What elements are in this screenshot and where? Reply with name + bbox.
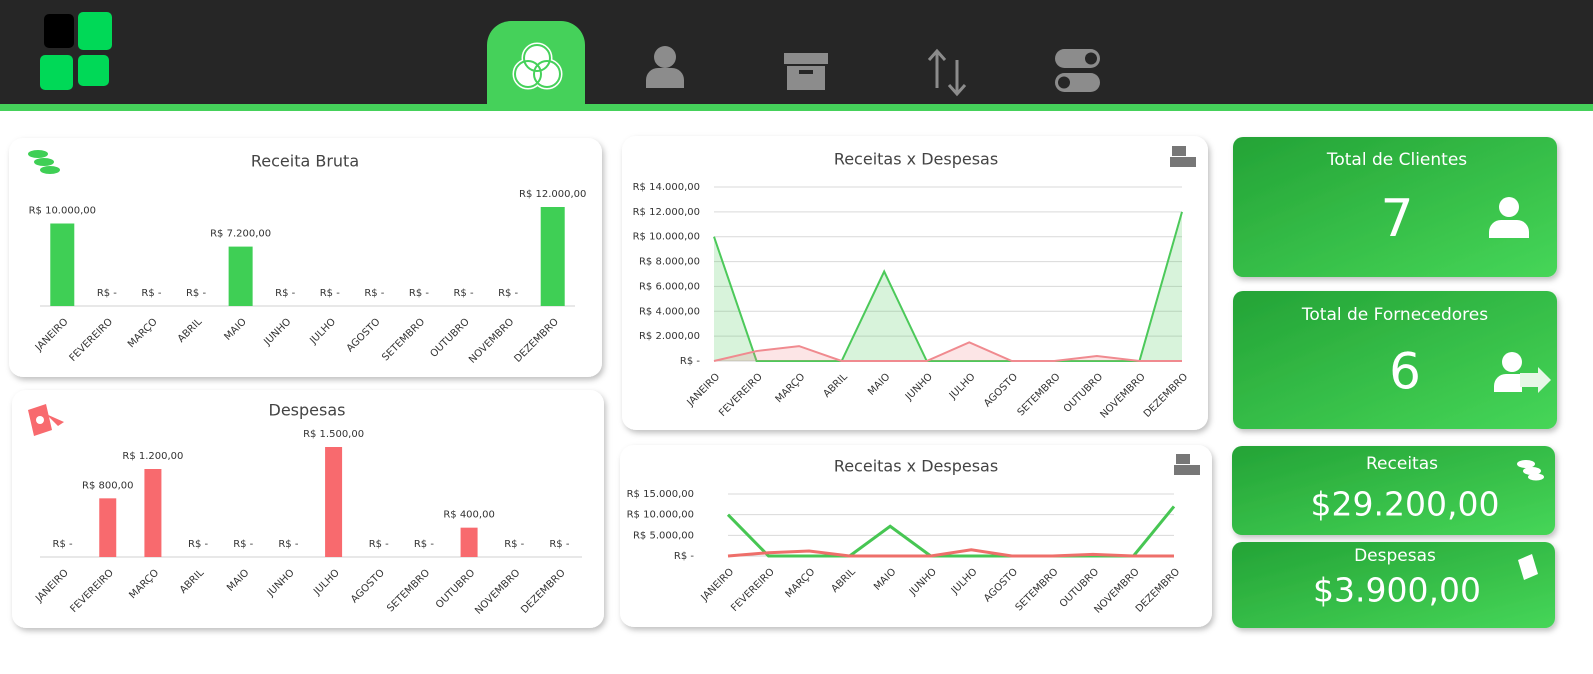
y-tick-label: R$ 10.000,00 (627, 510, 694, 521)
data-label: R$ - (320, 288, 340, 299)
data-label: R$ - (141, 288, 161, 299)
data-label: R$ 1.200,00 (122, 451, 183, 462)
bar (228, 246, 253, 306)
line (727, 548, 1174, 558)
y-tick-label: R$ 4.000,00 (639, 306, 700, 317)
coins-icon (28, 150, 60, 174)
data-label: R$ - (504, 539, 524, 550)
y-tick-label: R$ 12.000,00 (633, 207, 700, 218)
chart-title: Receitas x Despesas (834, 457, 998, 476)
data-label: R$ - (188, 539, 208, 550)
y-tick-label: R$ 8.000,00 (639, 257, 700, 268)
logo (40, 12, 112, 90)
data-label: R$ - (453, 288, 473, 299)
kpi-value: $3.900,00 (1313, 571, 1481, 610)
y-tick-label: R$ 14.000,00 (633, 182, 700, 193)
y-tick-label: R$ 10.000,00 (633, 232, 700, 243)
data-label: R$ 10.000,00 (29, 206, 96, 217)
kpi-card (1232, 542, 1555, 628)
supplier-icon (1494, 352, 1551, 393)
person-icon (1489, 197, 1529, 238)
y-tick-label: R$ 5.000,00 (633, 530, 694, 541)
nav-icon-settings[interactable] (1055, 49, 1100, 92)
data-label: R$ - (233, 539, 253, 550)
data-label: R$ - (278, 539, 298, 550)
panel (620, 445, 1212, 627)
y-tick-label: R$ 6.000,00 (639, 281, 700, 292)
data-label: R$ - (186, 288, 206, 299)
kpi-title: Despesas (1354, 546, 1436, 566)
data-label: R$ - (369, 539, 389, 550)
kpi-title: Total de Fornecedores (1301, 305, 1488, 325)
chart-title: Despesas (269, 401, 346, 420)
panel (622, 136, 1208, 430)
bar (325, 447, 343, 557)
data-label: R$ 400,00 (443, 510, 494, 521)
panel (12, 390, 604, 628)
data-label: R$ - (364, 288, 384, 299)
nav-icon-overview[interactable] (512, 42, 563, 90)
data-label: R$ - (275, 288, 295, 299)
kpi-card (1233, 291, 1557, 429)
panel (9, 138, 602, 377)
data-label: R$ 800,00 (82, 480, 133, 491)
kpi-value: 6 (1389, 343, 1421, 401)
kpi-title: Receitas (1366, 454, 1438, 474)
kpi-value: $29.200,00 (1311, 485, 1500, 524)
data-label: R$ - (549, 539, 569, 550)
bar (99, 498, 117, 557)
data-label: R$ - (414, 539, 434, 550)
bar (144, 469, 162, 557)
bar (540, 207, 565, 306)
data-label: R$ 12.000,00 (519, 189, 586, 200)
y-tick-label: R$ 2.000,00 (639, 331, 700, 342)
data-label: R$ - (409, 288, 429, 299)
money-icon (28, 404, 64, 436)
kpi-title: Total de Clientes (1326, 150, 1467, 170)
data-label: R$ - (498, 288, 518, 299)
register-icon (1170, 146, 1196, 167)
bar (460, 527, 478, 557)
area-line (713, 211, 1183, 362)
y-tick-label: R$ - (674, 551, 694, 562)
coins-icon (1517, 460, 1544, 481)
top-stripe (0, 104, 1593, 111)
money-icon (1518, 554, 1538, 580)
data-label: R$ - (97, 288, 117, 299)
y-tick-label: R$ 15.000,00 (627, 489, 694, 500)
nav-icon-products[interactable] (784, 53, 828, 90)
data-label: R$ 1.500,00 (303, 429, 364, 440)
chart-title: Receita Bruta (251, 152, 359, 171)
area-line (713, 341, 1182, 362)
kpi-card (1233, 137, 1557, 277)
kpi-card (1232, 446, 1555, 535)
data-label: R$ 7.200,00 (210, 229, 271, 240)
nav-icon-clients[interactable] (646, 46, 684, 88)
y-tick-label: R$ - (680, 356, 700, 367)
kpi-value: 7 (1380, 189, 1413, 249)
bar (50, 223, 75, 306)
chart-title: Receitas x Despesas (834, 150, 998, 169)
nav-icon-transactions[interactable] (927, 48, 967, 97)
data-label: R$ - (53, 539, 73, 550)
register-icon (1174, 454, 1200, 475)
